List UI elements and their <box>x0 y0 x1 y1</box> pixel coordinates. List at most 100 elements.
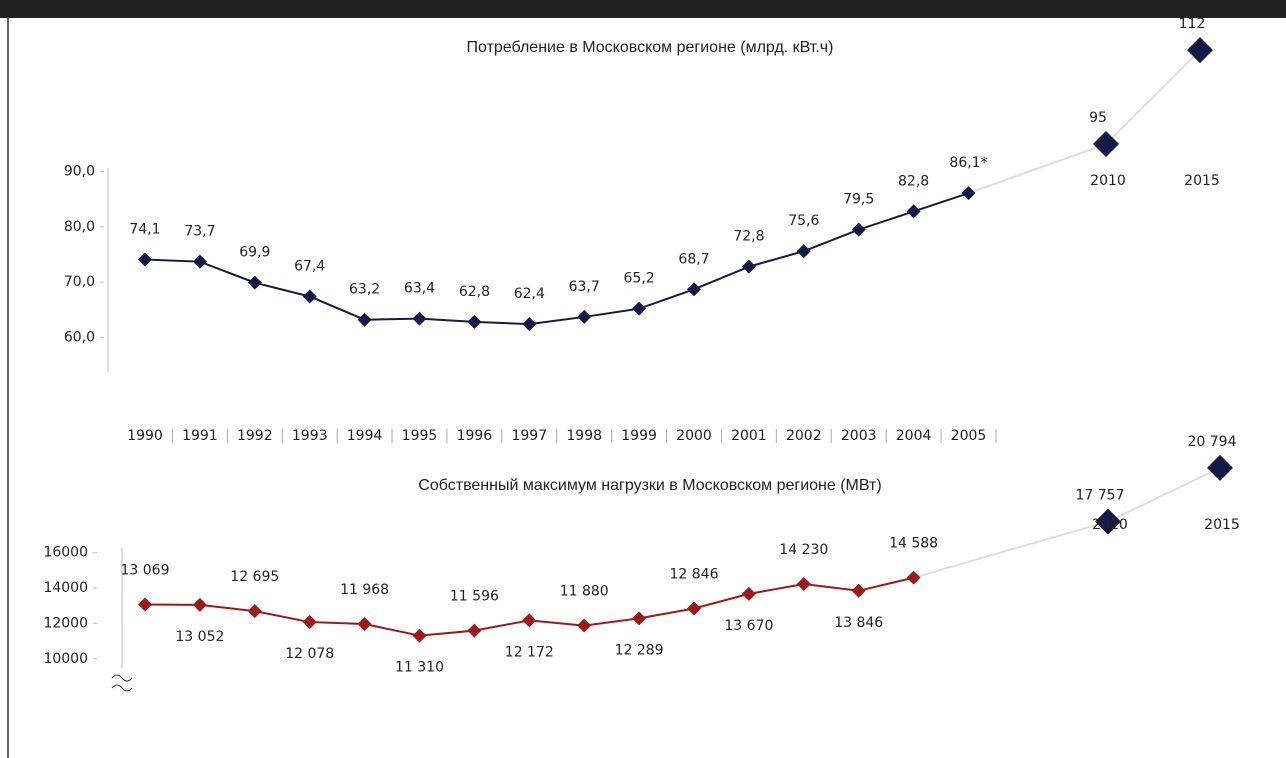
point-marker <box>906 204 921 219</box>
point-marker <box>851 583 866 598</box>
point-marker <box>138 252 152 267</box>
point-marker <box>247 275 262 290</box>
forecast-label: 112 <box>1179 16 1206 32</box>
x-tick-label: 1998 <box>566 428 602 444</box>
data-label: 73,7 <box>184 224 215 240</box>
data-label: 12 695 <box>230 569 279 585</box>
x-tick-label: 1991 <box>182 428 218 444</box>
y-tick-label: 80,0 <box>64 219 95 235</box>
y-tick-label: 90,0 <box>64 164 95 180</box>
point-marker <box>412 628 427 643</box>
forecast-year: 2015 <box>1184 173 1220 189</box>
x-tick-label: 1999 <box>621 428 657 444</box>
data-label: 75,6 <box>788 213 819 229</box>
data-label: 11 596 <box>450 589 499 605</box>
x-tick-label: 2002 <box>786 428 822 444</box>
y-tick-label: 70,0 <box>64 274 95 290</box>
data-label: 11 880 <box>560 584 609 600</box>
data-label: 72,8 <box>733 229 764 245</box>
data-label: 67,4 <box>294 258 325 274</box>
point-marker <box>302 289 317 304</box>
x-tick-label: 1997 <box>511 428 547 444</box>
point-marker <box>796 576 811 591</box>
y-tick-label: 60,0 <box>64 329 95 345</box>
data-label: 68,7 <box>678 251 709 267</box>
x-tick-label: 2000 <box>676 428 712 444</box>
y-tick-label: 14000 <box>43 580 88 596</box>
data-label: 12 078 <box>285 646 334 662</box>
data-label: 63,7 <box>569 279 600 295</box>
data-label: 82,8 <box>898 173 929 189</box>
point-marker <box>632 611 647 626</box>
forecast-year: 2010 <box>1092 517 1128 533</box>
point-marker <box>138 597 152 612</box>
point-marker <box>247 604 262 619</box>
point-marker <box>467 314 482 329</box>
forecast-trend <box>968 49 1201 195</box>
data-label: 63,4 <box>404 281 435 297</box>
y-tick-label: 16000 <box>43 545 88 561</box>
forecast-label: 95 <box>1089 110 1107 126</box>
data-label: 13 052 <box>175 629 224 645</box>
y-tick-label: 10000 <box>43 651 88 667</box>
point-marker <box>741 586 756 601</box>
series-line <box>144 192 969 326</box>
data-label: 12 172 <box>505 644 554 660</box>
point-marker <box>796 244 811 259</box>
point-marker <box>906 570 921 585</box>
data-label: 65,2 <box>624 271 655 287</box>
forecast-label: 20 794 <box>1188 434 1237 450</box>
data-label: 63,2 <box>349 282 380 298</box>
data-label: 62,8 <box>459 284 490 300</box>
x-tick-label: 2001 <box>731 428 767 444</box>
forecast-marker <box>1095 508 1121 535</box>
point-marker <box>961 186 976 201</box>
point-marker <box>632 301 647 316</box>
forecast-label: 17 757 <box>1076 488 1125 504</box>
top-bar <box>0 0 1286 18</box>
data-label: 12 846 <box>670 566 719 582</box>
data-label: 86,1* <box>949 155 987 171</box>
forecast-trend <box>913 466 1221 579</box>
forecast-marker <box>1093 131 1119 157</box>
x-tick-label: 2005 <box>951 428 987 444</box>
point-marker <box>687 601 701 616</box>
point-marker <box>192 597 207 612</box>
point-marker <box>522 613 537 628</box>
data-label: 13 670 <box>724 618 773 634</box>
data-label: 11 968 <box>340 582 389 598</box>
data-label: 69,9 <box>239 245 270 261</box>
data-label: 14 230 <box>779 542 828 558</box>
chart-title: Потребление в Московском регионе (млрд. … <box>467 39 834 56</box>
x-tick-label: 2003 <box>841 428 877 444</box>
point-marker <box>357 312 372 327</box>
point-marker <box>467 623 482 638</box>
x-tick-label: 1995 <box>402 428 438 444</box>
data-label: 14 588 <box>889 536 938 552</box>
axis-break <box>111 674 133 692</box>
data-label: 12 289 <box>615 642 664 658</box>
data-label: 11 310 <box>395 660 444 676</box>
point-marker <box>741 259 756 274</box>
y-tick-label: 12000 <box>43 615 88 631</box>
point-marker <box>851 222 866 237</box>
x-tick-label: 1994 <box>347 428 383 444</box>
point-marker <box>577 618 592 633</box>
point-marker <box>192 254 207 269</box>
chart-title: Собственный максимум нагрузки в Московск… <box>418 477 881 494</box>
forecast-marker <box>1187 37 1213 64</box>
point-marker <box>302 615 317 630</box>
x-tick-label: 1993 <box>292 428 328 444</box>
point-marker <box>412 311 427 326</box>
data-label: 13 069 <box>121 563 170 579</box>
point-marker <box>577 309 592 324</box>
data-label: 13 846 <box>834 615 883 631</box>
x-tick-label: 1992 <box>237 428 273 444</box>
point-marker <box>522 317 537 332</box>
point-marker <box>357 617 372 632</box>
forecast-year: 2015 <box>1204 517 1240 533</box>
point-marker <box>687 282 701 297</box>
x-tick-label: 2004 <box>896 428 932 444</box>
